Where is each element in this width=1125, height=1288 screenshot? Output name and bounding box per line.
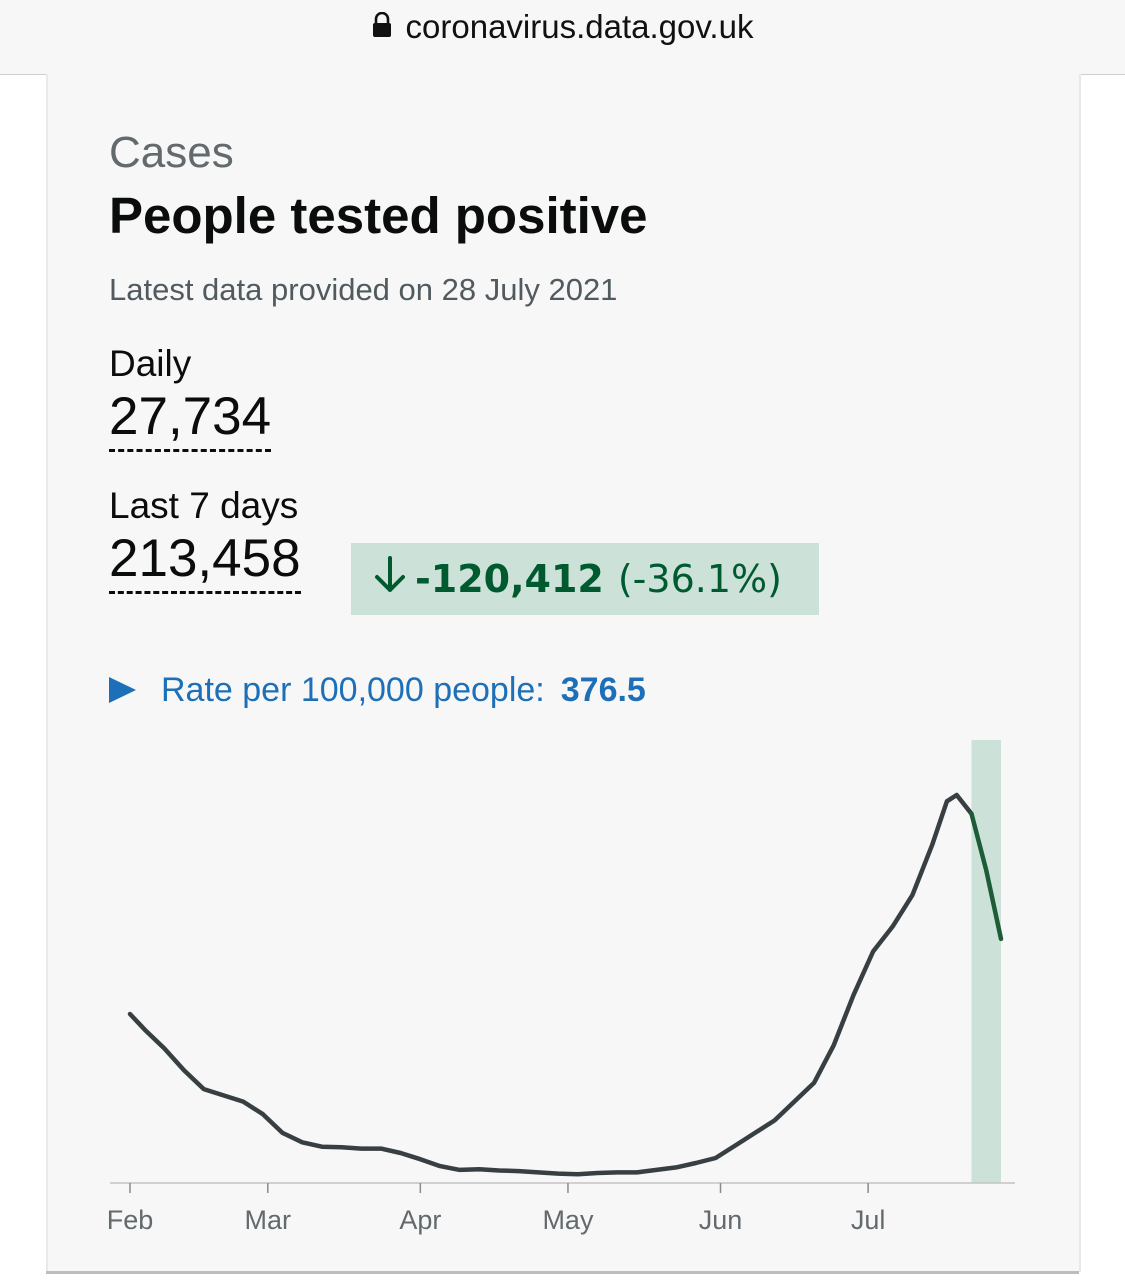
x-tick-label: Jul xyxy=(851,1205,886,1235)
latest-data-text: Latest data provided on 28 July 2021 xyxy=(109,272,618,307)
change-percent: (-36.1%) xyxy=(617,557,782,601)
url-text: coronavirus.data.gov.uk xyxy=(405,8,754,45)
highlight-band xyxy=(971,740,1001,1183)
change-badge: -120,412 (-36.1%) xyxy=(351,543,819,615)
card-title: People tested positive xyxy=(109,187,648,244)
daily-label: Daily xyxy=(109,343,192,384)
cases-chart: Feb Mar Apr May Jun Jul xyxy=(107,740,1015,1235)
rate-value: 376.5 xyxy=(560,671,646,709)
series-line xyxy=(127,792,974,1177)
rate-disclosure[interactable]: Rate per 100,000 people: 376.5 xyxy=(109,668,646,713)
x-tick-label: Feb xyxy=(107,1205,154,1235)
last7-value[interactable]: 213,458 xyxy=(109,531,301,594)
browser-address-bar[interactable]: coronavirus.data.gov.uk xyxy=(0,0,1125,75)
triangle-right-icon xyxy=(109,674,137,713)
x-tick-label: May xyxy=(542,1205,594,1235)
daily-value[interactable]: 27,734 xyxy=(109,389,272,452)
last7-label: Last 7 days xyxy=(109,485,299,526)
x-tick-label: Mar xyxy=(245,1205,292,1235)
rate-label: Rate per 100,000 people: xyxy=(161,671,545,709)
card-bottom-border xyxy=(46,1271,1079,1274)
cases-card xyxy=(46,74,1081,1272)
x-tick-label: Apr xyxy=(399,1205,441,1235)
x-tick-label: Jun xyxy=(699,1205,743,1235)
lock-icon xyxy=(372,11,392,42)
series-line-highlight xyxy=(969,811,1004,942)
card-caption: Cases xyxy=(109,128,234,177)
change-value: -120,412 xyxy=(415,557,604,601)
arrow-down-icon xyxy=(373,555,407,603)
